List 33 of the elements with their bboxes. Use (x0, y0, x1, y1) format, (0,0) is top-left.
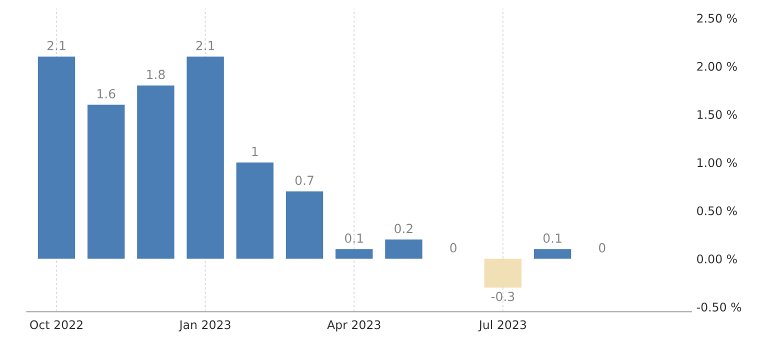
bar (286, 191, 324, 259)
data-label: 1.6 (98, 88, 116, 98)
data-label: 0.1 (543, 233, 562, 243)
y-tick-label: 0.50 % (697, 206, 737, 216)
data-label: 2.1 (196, 40, 214, 50)
bar (336, 249, 373, 259)
data-label: 0.7 (295, 176, 314, 186)
data-label: 1.8 (147, 70, 165, 80)
bar (534, 249, 572, 259)
bar (385, 240, 422, 259)
bar (137, 85, 174, 259)
data-label: 0 (450, 243, 456, 252)
x-tick-label: Oct 2022 (30, 320, 82, 330)
data-label: -0.3 (491, 292, 514, 302)
x-tick-label: Apr 2023 (327, 320, 380, 332)
data-label: 2.1 (47, 40, 66, 50)
x-tick-label: Jan 2023 (178, 320, 230, 332)
y-tick-label: 1.50 % (698, 110, 737, 119)
data-label: 1 (252, 146, 258, 156)
y-tick-label: 1.00 % (698, 158, 737, 168)
bar (484, 258, 522, 288)
bar (38, 56, 76, 259)
bar (186, 56, 224, 259)
y-tick-label: 0.00 % (697, 254, 737, 264)
data-label: 0.2 (394, 224, 412, 234)
bar (236, 162, 274, 259)
data-label: 0.1 (345, 233, 363, 243)
y-tick-label: 2.00 % (697, 62, 737, 71)
data-label: 0 (598, 243, 606, 252)
y-tick-label: -0.50 % (696, 302, 742, 312)
y-tick-label: 2.50 % (697, 14, 737, 23)
bar (88, 104, 125, 259)
x-tick-label: Jul 2023 (478, 320, 526, 332)
